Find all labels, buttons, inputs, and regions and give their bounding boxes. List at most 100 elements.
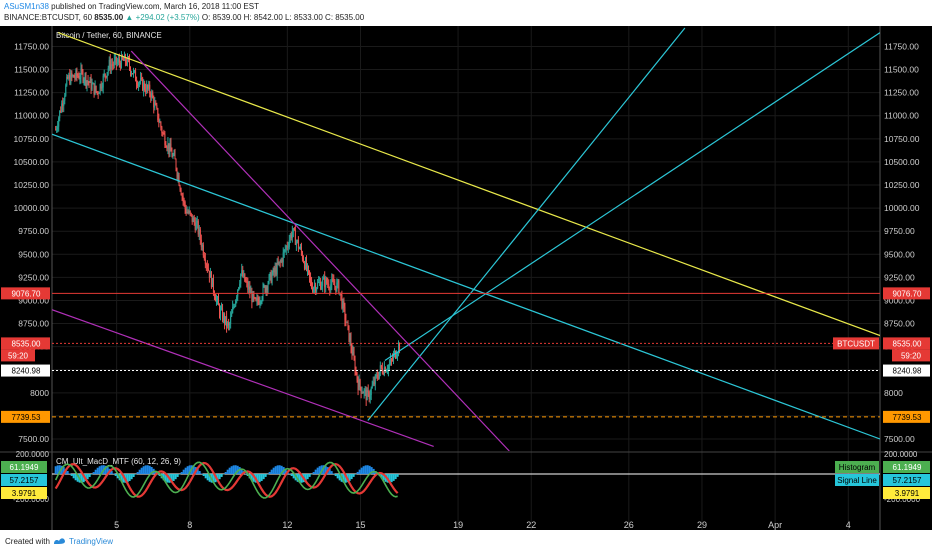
- candle-body: [184, 202, 186, 209]
- chart-background: [0, 26, 932, 530]
- candle-body: [208, 270, 210, 278]
- candle-body: [228, 322, 230, 326]
- x-tick-label: 19: [453, 520, 463, 530]
- candle-body: [55, 129, 57, 131]
- candle-body: [58, 118, 60, 127]
- candle-body: [345, 319, 347, 323]
- candle-body: [360, 386, 362, 393]
- trendline-cyan: [52, 133, 880, 440]
- candle-body: [259, 301, 261, 305]
- candle-body: [147, 85, 149, 89]
- level-tag-right: [883, 337, 930, 350]
- trendline-cyan: [367, 27, 686, 421]
- candle-body: [226, 316, 228, 327]
- y-tick-label-right: 10500.00: [884, 157, 920, 167]
- candle-body: [230, 316, 232, 324]
- candle-body: [268, 275, 270, 284]
- candle-body: [166, 147, 168, 149]
- candle-body: [144, 83, 146, 90]
- candle-body: [267, 283, 269, 290]
- indicator-value-right: 57.2157: [893, 476, 922, 485]
- candle-body: [242, 269, 244, 277]
- candle-body: [278, 261, 280, 265]
- indicator-value-left: 61.1949: [10, 463, 39, 472]
- candle-body: [287, 246, 289, 248]
- candle-body: [273, 268, 275, 273]
- candle-body: [294, 230, 296, 245]
- indicator-y-label: 200.0000: [884, 450, 918, 459]
- candle-body: [59, 110, 61, 119]
- candle-body: [62, 103, 64, 106]
- candle-body: [177, 175, 179, 177]
- candle-body: [370, 388, 372, 396]
- x-tick-label: 15: [356, 520, 366, 530]
- candle-body: [138, 83, 140, 87]
- candle-body: [343, 300, 345, 307]
- candle-body: [223, 314, 225, 321]
- y-tick-label-left: 9500.00: [18, 249, 49, 259]
- candle-body: [359, 379, 361, 387]
- candle-body: [198, 229, 200, 235]
- y-tick-label-right: 11500.00: [884, 65, 919, 75]
- author-link[interactable]: ASuSM1n38: [4, 2, 49, 11]
- candle-body: [295, 241, 297, 245]
- candle-body: [321, 285, 323, 290]
- candle-body: [104, 73, 106, 77]
- candle-body: [274, 267, 276, 273]
- candle-body: [159, 122, 161, 124]
- x-tick-label: 26: [624, 520, 634, 530]
- y-tick-label-left: 11500.00: [14, 65, 49, 75]
- candle-body: [239, 283, 241, 288]
- trendline-magenta: [130, 50, 510, 451]
- candle-body: [257, 298, 259, 302]
- ticker-tag: [833, 337, 879, 350]
- level-tag-left: [1, 364, 50, 377]
- candle-body: [334, 284, 336, 286]
- chart-header: ASuSM1n38 published on TradingView.com, …: [0, 0, 932, 26]
- signal-line: [54, 461, 399, 498]
- candle-body: [193, 217, 195, 223]
- candle-body: [182, 195, 184, 200]
- candle-body: [384, 367, 386, 373]
- candle-body: [120, 55, 122, 68]
- candle-body: [164, 134, 166, 146]
- candle-body: [366, 390, 368, 401]
- candle-body: [123, 54, 125, 61]
- candle-body: [221, 308, 223, 310]
- candle-body: [131, 73, 133, 75]
- indicator-y-label: -200.0000: [884, 495, 921, 504]
- candle-body: [128, 60, 130, 68]
- candle-body: [279, 261, 281, 263]
- candle-body: [252, 292, 254, 302]
- y-tick-label-left: 9250.00: [18, 272, 49, 282]
- candle-body: [197, 221, 199, 235]
- indicator-value-tag-left: [1, 461, 47, 473]
- candle-body: [373, 381, 375, 385]
- candle-body: [288, 240, 290, 247]
- candle-body: [262, 285, 264, 298]
- candle-body: [132, 73, 134, 75]
- y-tick-label-left: 10250.00: [14, 180, 50, 190]
- candle-body: [102, 75, 104, 88]
- y-tick-label-left: 9000.00: [18, 295, 49, 305]
- candle-body: [346, 321, 348, 323]
- candle-body: [397, 352, 399, 356]
- candle-body: [235, 300, 237, 307]
- price-chart[interactable]: 7500.007500.007750.007750.00800080008250…: [0, 26, 932, 530]
- candle-body: [357, 380, 359, 390]
- candle-body: [392, 354, 394, 360]
- tradingview-logo-icon[interactable]: [53, 536, 66, 545]
- candle-body: [130, 67, 132, 74]
- candle-body: [338, 280, 340, 294]
- candle-body: [327, 283, 329, 285]
- candle-body: [324, 277, 326, 288]
- candle-body: [396, 355, 398, 358]
- candle-body: [107, 68, 109, 73]
- tradingview-brand[interactable]: TradingView: [69, 537, 114, 546]
- candle-body: [224, 314, 226, 324]
- level-label-right: 9076.70: [893, 289, 922, 298]
- macd-line: [54, 461, 398, 499]
- candle-body: [174, 153, 176, 160]
- candle-body: [199, 229, 201, 240]
- candle-body: [195, 222, 197, 230]
